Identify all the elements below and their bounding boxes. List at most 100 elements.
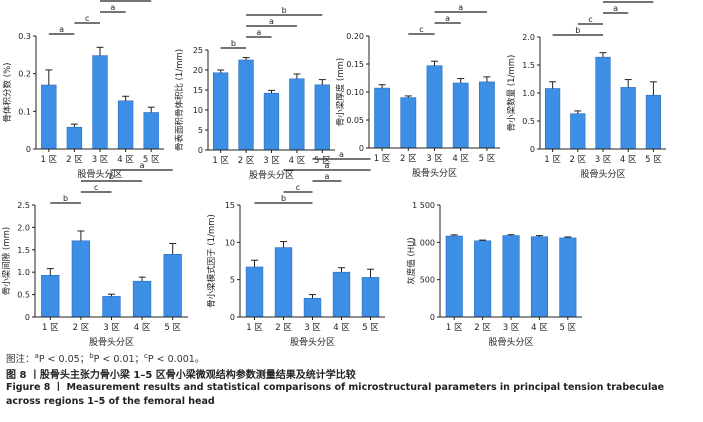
chart-1-sig-label-3: a [110,3,115,12]
chart-5-x-axis-title: 股骨头分区 [89,337,134,348]
chart-4-y-tick-label-2: 0.5 [522,117,535,126]
chart-7-y-tick-label-1: 0 [430,313,435,322]
chart-1-bar-3 [92,55,108,150]
chart-3-y-tick-label-3: 0.10 [346,88,364,97]
chart-5-y-tick-label-6: 2.5 [17,201,30,210]
chart-3-x-axis-title: 股骨头分区 [412,168,457,179]
chart-6-x-tick-label-1: 1 区 [246,323,263,333]
chart-6-sig-label-2: c [296,183,300,192]
chart-7-bar-1 [445,235,463,318]
chart-7-bar-5 [559,237,577,318]
chart-5-sig-label-2: c [94,183,98,192]
chart-5-x-tick-label-4: 4 区 [134,323,151,333]
chart-7-x-axis-title: 股骨头分区 [488,337,533,348]
chart-2-y-tick-label-4: 15 [193,86,203,95]
chart-5-x-tick-label-2: 2 区 [73,323,90,333]
chart-3-sig-label-1: c [419,25,423,34]
chart-1-sig-label-1: a [59,25,64,34]
chart-4-x-axis-title: 股骨头分区 [580,169,625,180]
chart-5-y-tick-label-4: 1.5 [17,246,30,255]
chart-6-sig-label-5: a [339,150,344,159]
chart-1-bar-1 [41,84,57,150]
chart-6-sig-label-4: a [325,161,330,170]
chart-4-bar-3 [595,56,611,150]
chart-2-sig-label-2: a [256,28,261,37]
chart-4-sig-label-1: b [575,26,580,35]
chart-5-y-axis-title: 骨小梁间隙 (mm) [1,227,12,295]
chart-4-sig-label-4: a [626,0,631,2]
chart-3-bar-2 [400,97,417,149]
chart-4-y-tick-label-3: 1.0 [522,89,535,98]
chart-5-x-tick-label-5: 5 区 [164,323,181,333]
chart-2-sig-label-4: b [282,6,287,15]
chart-1-bar-2 [66,126,83,150]
chart-5-sig-label-1: b [63,194,68,203]
chart-4-x-tick-label-1: 1 区 [544,155,561,165]
chart-1-y-tick-label-2: 0.1 [18,107,31,116]
chart-6-bar-5 [361,277,380,318]
chart-2-x-tick-label-4: 4 区 [289,156,306,166]
chart-4-y-axis-title: 骨小梁数量 (1/mm) [506,55,517,132]
chart-1-bar-4 [117,100,134,150]
chart-5-bar-5 [163,254,182,318]
chart-2-y-tick-label-6: 25 [193,46,203,55]
chart-6-x-tick-label-4: 4 区 [333,323,350,333]
chart-3-y-tick-label-5: 0.20 [346,32,364,41]
chart-5-bar-1 [41,274,60,318]
chart-6-x-tick-label-2: 2 区 [275,323,292,333]
chart-6-bar-1 [245,266,264,318]
chart-6-x-axis-title: 股骨头分区 [290,337,335,348]
chart-2-sig-label-3: a [269,17,274,26]
chart-2-bar-5 [314,84,330,151]
chart-5-y-tick-label-2: 0.5 [17,291,30,300]
chart-5-sig-label-4: a [140,161,145,170]
chart-7-x-tick-label-1: 1 区 [446,323,463,333]
chart-4-x-tick-label-2: 2 区 [569,155,586,165]
chart-4-sig-label-3: a [613,4,618,13]
chart-3-x-tick-label-1: 1 区 [374,154,391,164]
chart-7-x-tick-label-4: 4 区 [531,323,548,333]
chart-5-y-tick-label-3: 1.0 [17,268,30,277]
chart-5-bar-4 [132,280,152,318]
chart-1-sig-label-2: c [85,14,89,23]
chart-4-y-tick-label-4: 1.5 [522,61,535,70]
chart-7-x-tick-label-3: 3 区 [503,323,520,333]
chart-4-x-tick-label-3: 3 区 [595,155,612,165]
chart-1-x-tick-label-5: 5 区 [143,155,160,165]
chart-7-y-tick-label-3: 1 000 [412,238,435,247]
chart-2-y-tick-label-5: 20 [193,66,203,75]
chart-2-bar-2 [238,59,254,151]
chart-5-sig-label-3: b [109,172,114,181]
chart-3-bar-4 [452,82,469,149]
chart-6-x-tick-label-3: 3 区 [304,323,321,333]
chart-4-bar-4 [620,87,636,150]
figure-caption-english: Figure 8 丨 Measurement results and stati… [6,382,665,407]
chart-1-sig-label-4: a [123,0,128,1]
chart-3-y-axis-title: 骨小梁厚度 (mm) [335,58,346,126]
chart-1-y-axis-title: 骨体积分数 (%) [2,63,13,123]
chart-6-y-tick-label-1: 0 [230,313,235,322]
chart-1-y-tick-label-4: 0.3 [18,32,31,41]
chart-3-y-tick-label-4: 0.15 [346,60,364,69]
chart-4-x-tick-label-5: 5 区 [645,155,662,165]
chart-2-x-tick-label-5: 5 区 [314,156,331,166]
chart-3-sig-label-3: a [458,3,463,12]
chart-6-sig-label-1: b [281,194,286,203]
chart-3-sig-label-2: a [445,14,450,23]
chart-5-bar-2 [71,240,91,318]
chart-2-bar-4 [289,78,305,151]
chart-5-bar-3 [102,296,121,318]
chart-2-sig-label-1: b [231,39,236,48]
chart-2-x-tick-label-3: 3 区 [263,156,280,166]
chart-4-bar-5 [645,94,661,150]
chart-1-y-tick-label-3: 0.2 [18,70,31,79]
figure-note: 图注：aP < 0.05；bP < 0.01；cP < 0.001。 [6,351,205,365]
chart-5-x-tick-label-1: 1 区 [42,323,59,333]
chart-4-bar-1 [544,88,561,150]
chart-4-sig-label-2: c [588,15,592,24]
chart-7-x-tick-label-2: 2 区 [474,323,491,333]
chart-2-x-axis-title: 股骨头分区 [249,170,294,181]
chart-6-y-axis-title: 骨小梁模式因子 (1/mm) [206,214,217,308]
chart-3-x-tick-label-3: 3 区 [426,154,443,164]
